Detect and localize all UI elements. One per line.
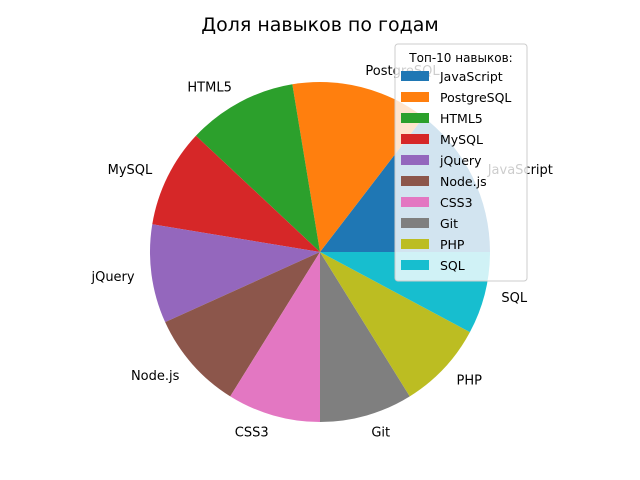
legend-label-html5: HTML5 [440, 111, 483, 126]
slice-label-git: Git [371, 425, 390, 440]
legend-label-git: Git [440, 216, 458, 231]
pie-slice-php [320, 252, 470, 397]
legend-label-node-js: Node.js [440, 174, 487, 189]
pie-slice-mysql [152, 135, 320, 252]
legend-swatch-sql [401, 260, 429, 270]
legend-label-jquery: jQuery [439, 153, 482, 168]
legend-label-mysql: MySQL [440, 132, 483, 147]
legend-swatch-html5 [401, 113, 429, 123]
legend-swatch-node-js [401, 176, 429, 186]
pie-slice-git [320, 252, 410, 422]
slice-label-css3: CSS3 [235, 425, 269, 440]
slice-label-php: PHP [456, 373, 482, 388]
pie-slice-html5 [195, 84, 320, 252]
legend-label-css3: CSS3 [440, 195, 473, 210]
legend-swatch-git [401, 218, 429, 228]
legend-label-javascript: JavaScript [439, 69, 503, 84]
slice-label-node-js: Node.js [131, 369, 180, 384]
legend-title: Топ-10 навыков: [408, 51, 512, 65]
legend-swatch-mysql [401, 134, 429, 144]
legend-swatch-postgresql [401, 92, 429, 102]
chart-title: Доля навыков по годам [201, 14, 439, 36]
slice-label-sql: SQL [501, 291, 527, 306]
legend-swatch-php [401, 239, 429, 249]
pie-slice-postgresql [292, 82, 424, 253]
legend-swatch-javascript [401, 71, 429, 81]
legend-swatch-css3 [401, 197, 429, 207]
pie-slice-css3 [230, 252, 320, 422]
slice-label-html5: HTML5 [187, 81, 231, 96]
legend-items: JavaScript PostgreSQL HTML5 MySQL jQuery Node… [401, 69, 511, 273]
pie-slice-node-js [165, 252, 320, 397]
legend: Топ-10 навыков: JavaScript PostgreSQL HTML… [394, 43, 528, 282]
legend-label-sql: SQL [440, 258, 465, 273]
slice-label-mysql: MySQL [108, 163, 153, 178]
legend-label-php: PHP [440, 237, 465, 252]
legend-label-postgresql: PostgreSQL [440, 90, 511, 105]
legend-swatch-jquery [401, 155, 429, 165]
slice-label-jquery: jQuery [90, 270, 134, 285]
pie-slice-jquery [150, 224, 320, 323]
